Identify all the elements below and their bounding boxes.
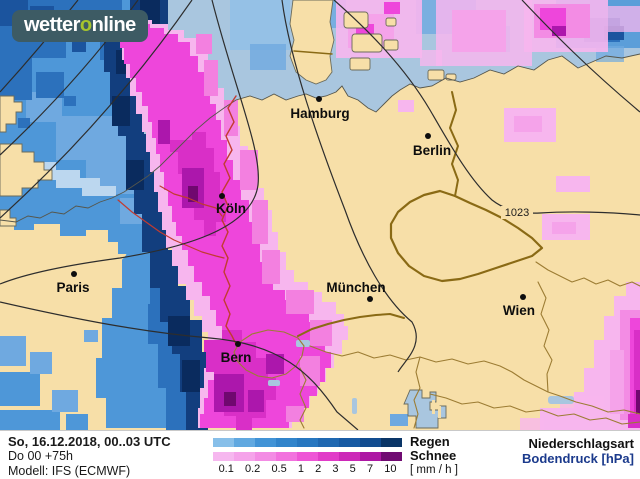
- valid-time: So, 16.12.2018, 00..03 UTC: [8, 434, 171, 449]
- precipitation-legend: 0.1 0.2 0.5 1 2 3 5 7 10: [213, 438, 403, 475]
- pressure-label-halo: [501, 206, 533, 219]
- legend-tick-6: 3: [332, 463, 339, 475]
- legend-names: Regen Schnee [ mm / h ]: [410, 435, 458, 477]
- precip-type-title: Niederschlagsart: [528, 436, 635, 451]
- city-marker-hamburg: Hamburg: [290, 96, 350, 121]
- snow-segment-9: [381, 452, 402, 461]
- rain-label: Regen: [410, 434, 450, 449]
- city-marker-paris: Paris: [56, 271, 90, 295]
- city-label: Köln: [216, 201, 246, 216]
- city-marker-wien: Wien: [503, 294, 535, 318]
- pressure-labels: 1023: [501, 206, 533, 219]
- snow-label: Schnee: [410, 448, 457, 463]
- snow-segment-6: [318, 452, 339, 461]
- legend-tick-labels: 0.1 0.2 0.5 1 2 3 5 7 10: [213, 461, 402, 475]
- pressure-title: Bodendruck [hPa]: [522, 451, 634, 466]
- snow-segment-3: [255, 452, 276, 461]
- rain-color-scale: [213, 438, 402, 447]
- city-markers: Hamburg Berlin Köln Paris München Wien Bern: [56, 96, 535, 365]
- snow-segment-7: [339, 452, 360, 461]
- city-marker-münchen: München: [326, 280, 386, 302]
- snow-segment-4: [276, 452, 297, 461]
- forecast-map: 1023 Hamburg Berlin Köln Paris München Wien Be…: [0, 0, 640, 431]
- city-dot: [316, 96, 322, 102]
- city-label: Bern: [221, 350, 252, 365]
- city-dot: [425, 133, 431, 139]
- legend-tick-2: 0.2: [245, 463, 261, 475]
- model-name: Modell: IFS (ECMWF): [8, 464, 131, 478]
- lakes: [268, 340, 574, 414]
- city-marker-köln: Köln: [216, 193, 246, 216]
- map-canvas[interactable]: 1023 Hamburg Berlin Köln Paris München Wien Be…: [0, 0, 640, 431]
- rain-segment-8: [360, 438, 381, 447]
- city-marker-bern: Bern: [221, 341, 252, 365]
- legend-tick-9: 10: [384, 463, 397, 475]
- snow-segment-5: [297, 452, 318, 461]
- logo-text-accent: o: [79, 14, 92, 36]
- forecast-meta: So, 16.12.2018, 00..03 UTC Do 00 +75h Mo…: [8, 434, 171, 479]
- legend-tick-8: 7: [366, 463, 374, 475]
- city-dot: [219, 193, 225, 199]
- city-label: München: [326, 280, 385, 295]
- rain-segment-9: [381, 438, 402, 447]
- denmark-land: [289, 0, 457, 85]
- model-run: Do 00 +75h: [8, 449, 73, 463]
- rain-segment-1: [213, 438, 234, 447]
- city-dot: [367, 296, 373, 302]
- city-label: Paris: [56, 280, 89, 295]
- snow-color-scale: [213, 452, 402, 461]
- country-borders: [117, 50, 640, 429]
- rain-segment-7: [339, 438, 360, 447]
- england-land: [0, 95, 53, 227]
- rain-segment-3: [255, 438, 276, 447]
- status-bar: So, 16.12.2018, 00..03 UTC Do 00 +75h Mo…: [0, 430, 640, 479]
- city-label: Wien: [503, 303, 535, 318]
- snow-segment-8: [360, 452, 381, 461]
- rain-segment-6: [318, 438, 339, 447]
- rain-segment-2: [234, 438, 255, 447]
- city-dot: [235, 341, 241, 347]
- snow-segment-2: [234, 452, 255, 461]
- city-label: Berlin: [413, 143, 451, 158]
- rain-segment-5: [297, 438, 318, 447]
- logo-text-part2: nline: [91, 14, 137, 36]
- layer-titles: Niederschlagsart Bodendruck [hPa]: [522, 436, 634, 466]
- city-marker-berlin: Berlin: [413, 133, 451, 158]
- city-dot: [520, 294, 526, 300]
- rain-segment-4: [276, 438, 297, 447]
- wetteronline-logo[interactable]: wetteronline: [12, 10, 148, 42]
- isobar-value-label: 1023: [505, 207, 529, 219]
- city-dot: [71, 271, 77, 277]
- legend-tick-7: 5: [349, 463, 356, 475]
- legend-tick-3: 0.5: [271, 463, 287, 475]
- legend-tick-4: 1: [297, 463, 304, 475]
- unit-label: [ mm / h ]: [410, 464, 458, 476]
- city-label: Hamburg: [290, 106, 349, 121]
- snow-segment-1: [213, 452, 234, 461]
- legend-tick-5: 2: [315, 463, 322, 475]
- rain-heavy-band: [104, 0, 208, 430]
- legend-tick-1: 0.1: [218, 463, 234, 475]
- logo-text-part1: wetter: [24, 14, 80, 36]
